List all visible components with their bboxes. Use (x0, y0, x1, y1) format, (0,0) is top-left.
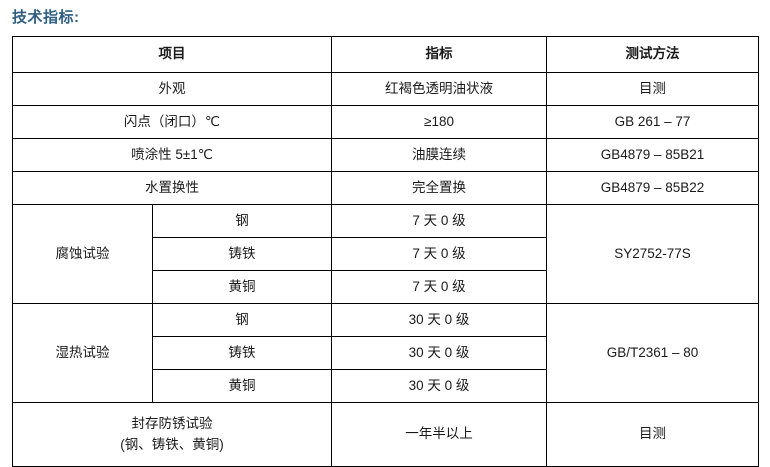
table-header-row: 项目 指标 测试方法 (12, 36, 759, 73)
cell-item: 水置换性 (12, 171, 332, 205)
table-row: 封存防锈试验 (钢、铸铁、黄铜) 一年半以上 目测 (12, 402, 759, 467)
cell-index: 7 天 0 级 (331, 204, 547, 238)
table-row: 湿热试验 钢 30 天 0 级 GB/T2361 – 80 (12, 303, 759, 403)
column-header-item: 项目 (12, 36, 332, 73)
cell-item-storage: 封存防锈试验 (钢、铸铁、黄铜) (12, 402, 332, 467)
cell-method: GB4879 – 85B21 (546, 138, 759, 172)
cell-material: 钢 (152, 204, 332, 238)
cell-index: 油膜连续 (331, 138, 547, 172)
cell-index: 30 天 0 级 (331, 369, 547, 403)
table-row: 铸铁 30 天 0 级 (13, 336, 759, 370)
cell-method: 目测 (546, 402, 759, 467)
table-row: 水置换性 完全置换 GB4879 – 85B22 (12, 171, 759, 205)
cell-index: 完全置换 (331, 171, 547, 205)
table-row: 喷涂性 5±1℃ 油膜连续 GB4879 – 85B21 (12, 138, 759, 172)
table-row: 铸铁 7 天 0 级 (13, 237, 759, 271)
cell-material: 黄铜 (152, 369, 332, 403)
cell-index: ≥180 (331, 105, 547, 139)
table-row: 黄铜 7 天 0 级 (13, 270, 759, 304)
technical-specification-table: 项目 指标 测试方法 外观 红褐色透明油状液 目测 闪点（闭口）℃ ≥180 G… (12, 36, 759, 467)
cell-item-storage-line2: (钢、铸铁、黄铜) (120, 436, 224, 452)
cell-material: 铸铁 (152, 237, 332, 271)
cell-material: 黄铜 (152, 270, 332, 304)
column-header-index: 指标 (331, 36, 547, 73)
table-row: 闪点（闭口）℃ ≥180 GB 261 – 77 (12, 105, 759, 139)
page-title: 技术指标: (12, 9, 80, 26)
cell-index: 红褐色透明油状液 (331, 72, 547, 106)
cell-item: 喷涂性 5±1℃ (12, 138, 332, 172)
cell-group-item-corrosion: 腐蚀试验 (12, 204, 153, 304)
cell-item: 闪点（闭口）℃ (12, 105, 332, 139)
cell-method: GB 261 – 77 (546, 105, 759, 139)
cell-material: 铸铁 (152, 336, 332, 370)
cell-index: 一年半以上 (331, 402, 547, 467)
cell-index: 7 天 0 级 (331, 237, 547, 271)
cell-item-storage-line1: 封存防锈试验 (131, 416, 213, 432)
cell-item: 外观 (12, 72, 332, 106)
cell-index: 30 天 0 级 (331, 303, 547, 337)
cell-index: 30 天 0 级 (331, 336, 547, 370)
cell-index: 7 天 0 级 (331, 270, 547, 304)
cell-material: 钢 (152, 303, 332, 337)
cell-method: 目测 (546, 72, 759, 106)
column-header-method: 测试方法 (546, 36, 759, 73)
table-row: 外观 红褐色透明油状液 目测 (12, 72, 759, 106)
cell-method: GB4879 – 85B22 (546, 171, 759, 205)
cell-group-method-corrosion: SY2752-77S (546, 204, 759, 304)
table-row: 黄铜 30 天 0 级 (13, 369, 759, 403)
table-row: 腐蚀试验 钢 7 天 0 级 SY2752-77S (12, 204, 759, 304)
cell-group-method-humidity: GB/T2361 – 80 (546, 303, 759, 403)
cell-group-item-humidity: 湿热试验 (12, 303, 153, 403)
